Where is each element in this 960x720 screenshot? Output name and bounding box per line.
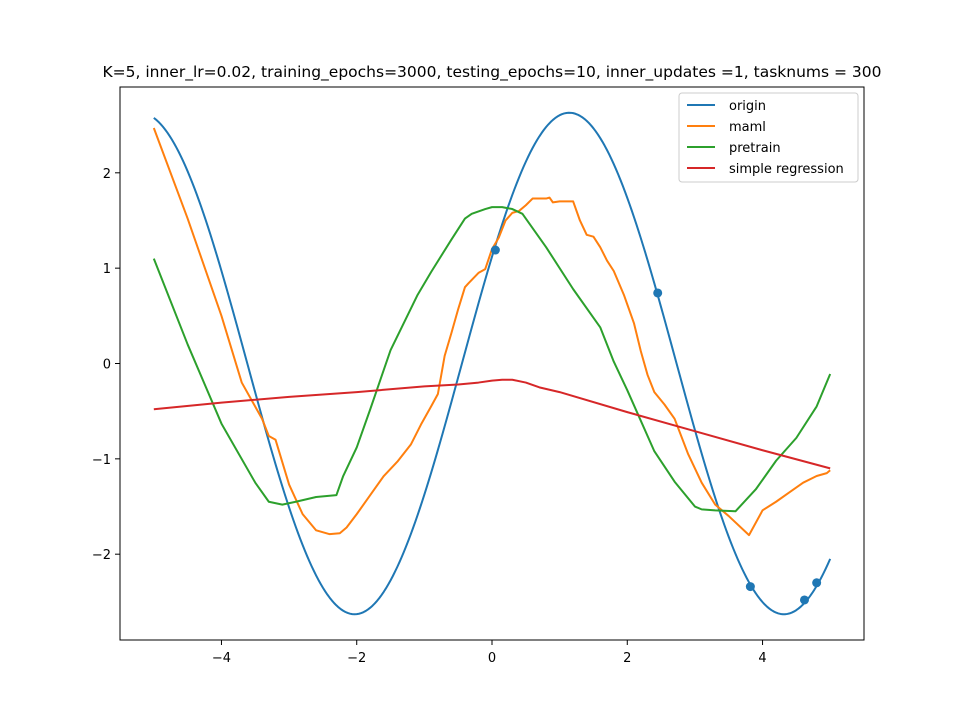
sample-points <box>490 245 822 605</box>
sample-point <box>745 582 755 592</box>
legend-label: pretrain <box>729 141 781 156</box>
x-tick-label: 4 <box>758 651 766 666</box>
y-axis: −2 −1 0 1 2 <box>92 167 120 563</box>
legend: origin maml pretrain simple regression <box>678 92 859 183</box>
legend-label: origin <box>729 99 766 114</box>
series-layer <box>152 111 832 616</box>
y-tick-label: 0 <box>103 358 111 373</box>
legend-label: simple regression <box>729 162 844 177</box>
series-line-maml <box>152 127 831 537</box>
series-line-pretrain <box>152 206 832 513</box>
y-tick-label: −2 <box>92 548 111 563</box>
y-tick-label: 1 <box>103 262 111 277</box>
x-tick-label: 2 <box>623 651 631 666</box>
sample-point <box>799 595 809 605</box>
legend-label: maml <box>729 120 766 135</box>
x-tick-label: −2 <box>347 651 366 666</box>
legend-box <box>678 92 859 183</box>
series-line-simple-regression <box>153 378 831 470</box>
sample-point <box>490 245 500 255</box>
x-tick-label: 0 <box>488 651 496 666</box>
sample-point <box>653 288 663 298</box>
y-tick-label: −1 <box>92 453 111 468</box>
x-tick-label: −4 <box>212 651 231 666</box>
x-axis: −4 −2 0 2 4 <box>212 640 767 666</box>
y-tick-label: 2 <box>103 167 111 182</box>
chart-title: K=5, inner_lr=0.02, training_epochs=3000… <box>102 63 881 82</box>
sample-point <box>812 578 822 588</box>
series-line-origin <box>153 111 832 616</box>
